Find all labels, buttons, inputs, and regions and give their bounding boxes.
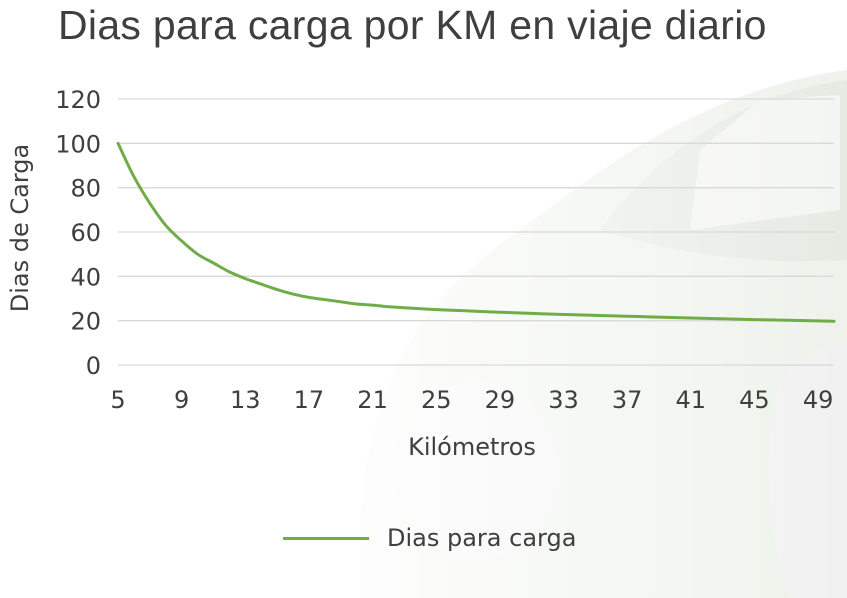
- x-tick-label: 21: [357, 386, 388, 414]
- x-tick-label: 17: [294, 386, 325, 414]
- y-tick-label: 40: [70, 263, 101, 291]
- x-axis-label: Kilómetros: [408, 433, 536, 461]
- legend-label: Dias para carga: [387, 524, 577, 552]
- y-tick-label: 100: [55, 130, 101, 158]
- x-tick-label: 41: [676, 386, 707, 414]
- chart-title: Dias para carga por KM en viaje diario: [58, 2, 767, 48]
- x-tick-label: 49: [803, 386, 834, 414]
- x-tick-label: 13: [230, 386, 261, 414]
- y-tick-label: 120: [55, 86, 101, 114]
- gridlines: [118, 98, 834, 366]
- x-tick-label: 37: [612, 386, 643, 414]
- x-tick-label: 29: [485, 386, 516, 414]
- y-axis-label: Dias de Carga: [6, 144, 34, 312]
- series-line-0: [116, 141, 836, 323]
- x-tick-label: 33: [548, 386, 579, 414]
- y-tick-label: 0: [86, 352, 101, 380]
- x-tick-label: 5: [110, 386, 125, 414]
- y-tick-label: 60: [70, 219, 101, 247]
- x-tick-label: 45: [739, 386, 770, 414]
- x-axis-ticks: 5 9 13 17 21 25 29 33 37 41 45 49: [110, 386, 833, 414]
- y-tick-label: 20: [70, 308, 101, 336]
- y-axis-ticks: 0 20 40 60 80 100 120: [55, 86, 101, 380]
- y-tick-label: 80: [70, 175, 101, 203]
- x-tick-label: 25: [421, 386, 452, 414]
- legend: Dias para carga: [283, 520, 576, 556]
- series-lines: [116, 141, 836, 323]
- legend-swatch: [283, 536, 369, 540]
- x-tick-label: 9: [174, 386, 189, 414]
